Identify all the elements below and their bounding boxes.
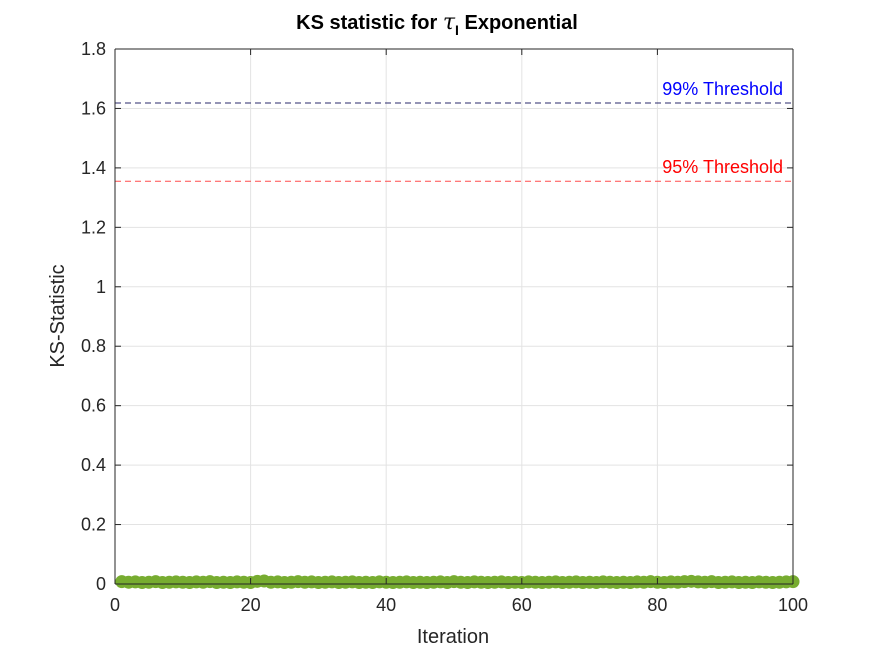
data-points [115,574,800,590]
chart-title: KS statistic for τI Exponential [296,10,578,38]
threshold-label: 95% Threshold [662,157,783,177]
y-tick-label: 0.8 [81,336,106,356]
chart-title-suffix: Exponential [459,12,578,34]
threshold-label: 99% Threshold [662,79,783,99]
chart-title-prefix: KS statistic for [296,12,443,34]
chart-title-symbol: τ [443,10,456,35]
ticks: 0 20 40 60 80 100 0 0.2 0.4 0.6 0.8 1 1.2 1.4 1.6 1.8 [81,39,808,615]
plot-area [115,49,793,584]
y-tick-label: 1 [96,277,106,297]
chart-title-subscript: I [455,22,459,38]
x-axis-label: Iteration [417,626,489,648]
x-tick-label: 0 [110,595,120,615]
y-tick-label: 1.2 [81,217,106,237]
x-tick-label: 40 [376,595,396,615]
x-tick-label: 60 [512,595,532,615]
y-tick-label: 1.6 [81,98,106,118]
y-tick-label: 0.4 [81,455,106,475]
y-tick-label: 1.4 [81,158,106,178]
x-tick-label: 20 [241,595,261,615]
y-tick-label: 0.6 [81,396,106,416]
threshold-lines: 99% Threshold 95% Threshold [115,79,793,182]
y-tick-label: 0 [96,574,106,594]
y-tick-label: 0.2 [81,515,106,535]
x-tick-label: 80 [647,595,667,615]
x-tick-label: 100 [778,595,808,615]
axes [114,48,794,585]
plot-background [115,49,793,584]
y-axis-label: KS-Statistic [47,264,69,367]
y-tick-label: 1.8 [81,39,106,59]
